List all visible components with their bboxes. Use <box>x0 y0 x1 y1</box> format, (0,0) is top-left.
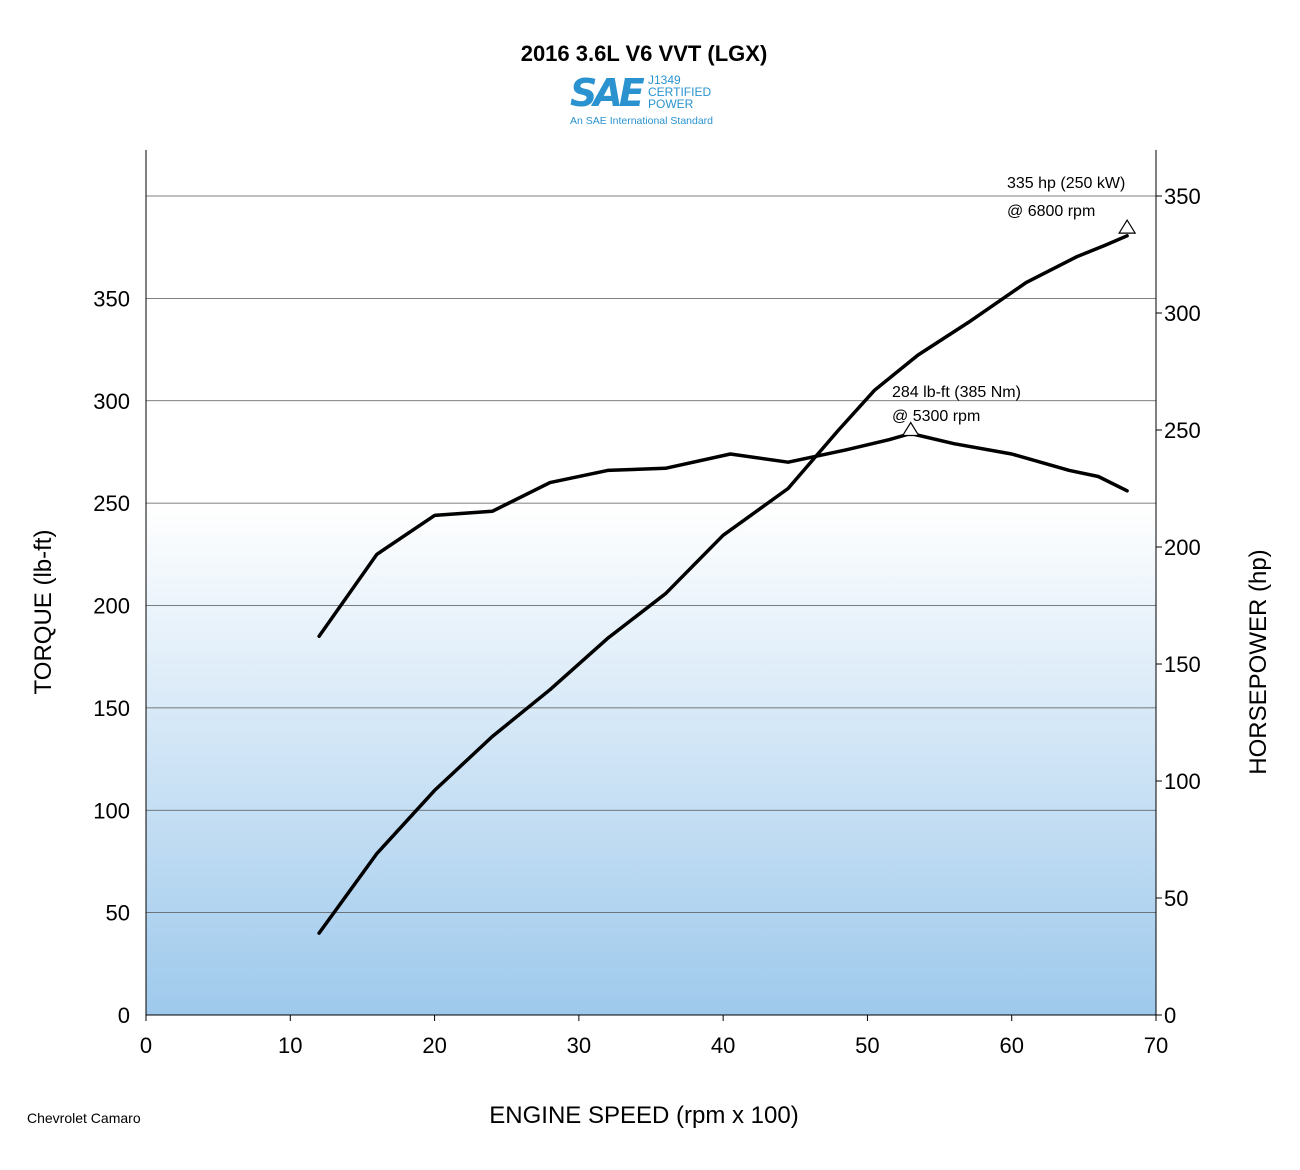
torque-peak-label: 284 lb-ft (385 Nm) <box>892 384 1021 401</box>
sae-cert-line: J1349 <box>648 73 681 87</box>
y-tick-label-right: 250 <box>1164 418 1201 443</box>
horsepower-curve <box>317 234 1129 935</box>
x-tick-label: 70 <box>1144 1033 1168 1058</box>
x-tick-label: 40 <box>711 1033 735 1058</box>
torque-peak-marker <box>901 421 920 437</box>
x-tick-label: 20 <box>422 1033 446 1058</box>
sae-standard-text: An SAE International Standard <box>570 115 714 127</box>
y-tick-label-right: 300 <box>1164 301 1201 326</box>
y-tick-label-right: 200 <box>1164 535 1201 560</box>
y-tick-label-left: 150 <box>93 696 130 721</box>
horsepower-peak-marker <box>1118 218 1137 234</box>
torque-curve <box>317 431 1129 638</box>
x-axis-title: ENGINE SPEED (rpm x 100) <box>489 1102 798 1129</box>
sae-cert-line: CERTIFIED <box>648 85 712 99</box>
y-tick-label-right: 100 <box>1164 769 1201 794</box>
plot-background-gradient <box>146 503 1156 1015</box>
y-tick-label-left: 0 <box>118 1003 130 1028</box>
torque-peak-rpm-label: @ 5300 rpm <box>892 408 980 425</box>
y-tick-label-left: 100 <box>93 798 130 823</box>
y-tick-label-left: 300 <box>93 389 130 414</box>
x-tick-label: 50 <box>855 1033 879 1058</box>
y-tick-label-left: 350 <box>93 286 130 311</box>
y-tick-label-left: 250 <box>93 491 130 516</box>
y-tick-label-right: 350 <box>1164 184 1201 209</box>
y-tick-label-right: 150 <box>1164 652 1201 677</box>
footnote: Chevrolet Camaro <box>27 1110 141 1126</box>
sae-certified-power-logo: SAE J1349 CERTIFIED POWER An SAE Interna… <box>570 72 730 130</box>
x-tick-label: 60 <box>999 1033 1023 1058</box>
sae-logo-mark: SAE <box>570 71 645 115</box>
x-tick-label: 0 <box>140 1033 152 1058</box>
sae-cert-text: J1349 CERTIFIED POWER <box>648 74 728 110</box>
hp-peak-rpm-label: @ 6800 rpm <box>1007 203 1095 220</box>
hp-peak-label: 335 hp (250 kW) <box>1007 175 1125 192</box>
y-tick-label-right: 0 <box>1164 1003 1176 1028</box>
x-tick-label: 30 <box>567 1033 591 1058</box>
y-tick-label-left: 50 <box>106 901 130 926</box>
x-tick-label: 10 <box>278 1033 302 1058</box>
y-axis-title-right: HORSEPOWER (hp) <box>1245 549 1272 774</box>
y-axis-title-left: TORQUE (lb-ft) <box>30 530 57 695</box>
y-tick-label-left: 200 <box>93 594 130 619</box>
sae-cert-line: POWER <box>648 97 694 111</box>
chart-title: 2016 3.6L V6 VVT (LGX) <box>521 41 768 66</box>
y-tick-label-right: 50 <box>1164 886 1188 911</box>
